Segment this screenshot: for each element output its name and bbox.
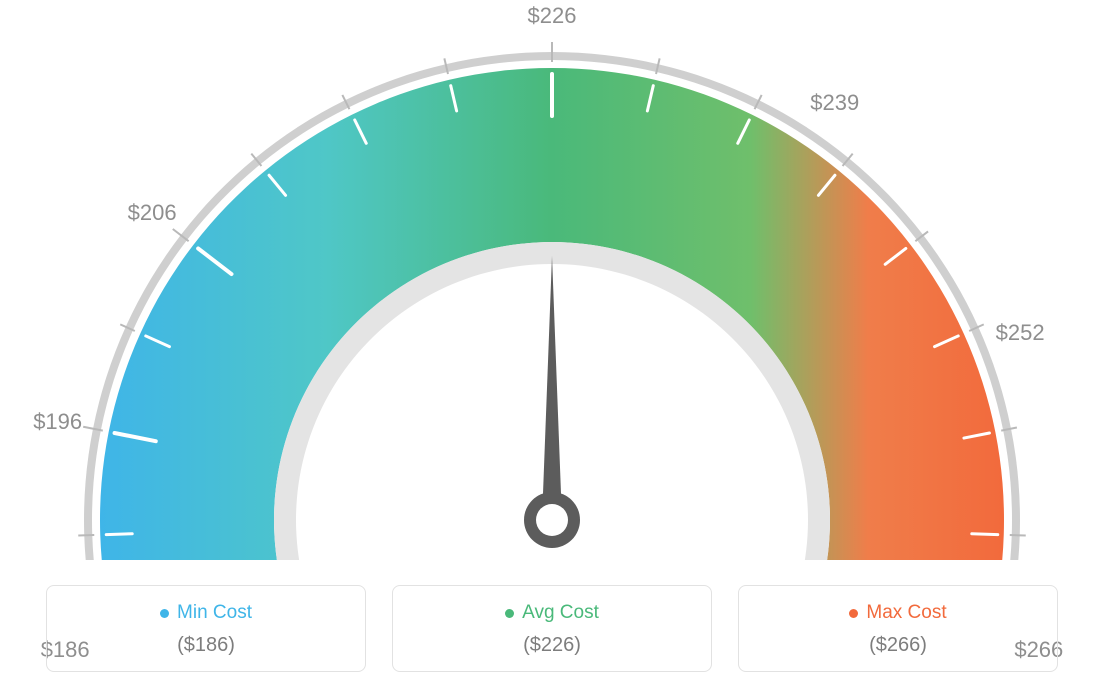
legend-value: ($266): [739, 634, 1057, 657]
legend-value: ($226): [393, 634, 711, 657]
gauge-tick-label: $226: [528, 3, 577, 29]
legend-title-text: Avg Cost: [522, 602, 599, 624]
gauge-svg: [0, 0, 1104, 560]
legend-title-text: Max Cost: [866, 602, 946, 624]
legend-value: ($186): [47, 634, 365, 657]
arc-tick: [972, 534, 998, 535]
cost-gauge: $186$196$206$226$239$252$266: [0, 0, 1104, 560]
legend-dot-icon: [849, 609, 858, 618]
legend-title: Avg Cost: [505, 602, 599, 624]
gauge-needle-hub-hole: [536, 504, 568, 536]
ring-tick: [78, 535, 94, 536]
legend-card-avg: Avg Cost ($226): [392, 585, 712, 672]
legend-dot-icon: [160, 609, 169, 618]
gauge-needle: [542, 256, 562, 520]
legend-row: Min Cost ($186) Avg Cost ($226) Max Cost ($26…: [0, 585, 1104, 672]
legend-title-text: Min Cost: [177, 602, 252, 624]
gauge-tick-label: $252: [996, 320, 1045, 346]
legend-title: Max Cost: [849, 602, 946, 624]
legend-title: Min Cost: [160, 602, 252, 624]
gauge-tick-label: $239: [810, 90, 859, 116]
legend-card-max: Max Cost ($266): [738, 585, 1058, 672]
legend-card-min: Min Cost ($186): [46, 585, 366, 672]
gauge-tick-label: $206: [128, 200, 177, 226]
ring-tick: [1010, 535, 1026, 536]
arc-tick: [106, 534, 132, 535]
legend-dot-icon: [505, 609, 514, 618]
gauge-tick-label: $196: [33, 409, 82, 435]
